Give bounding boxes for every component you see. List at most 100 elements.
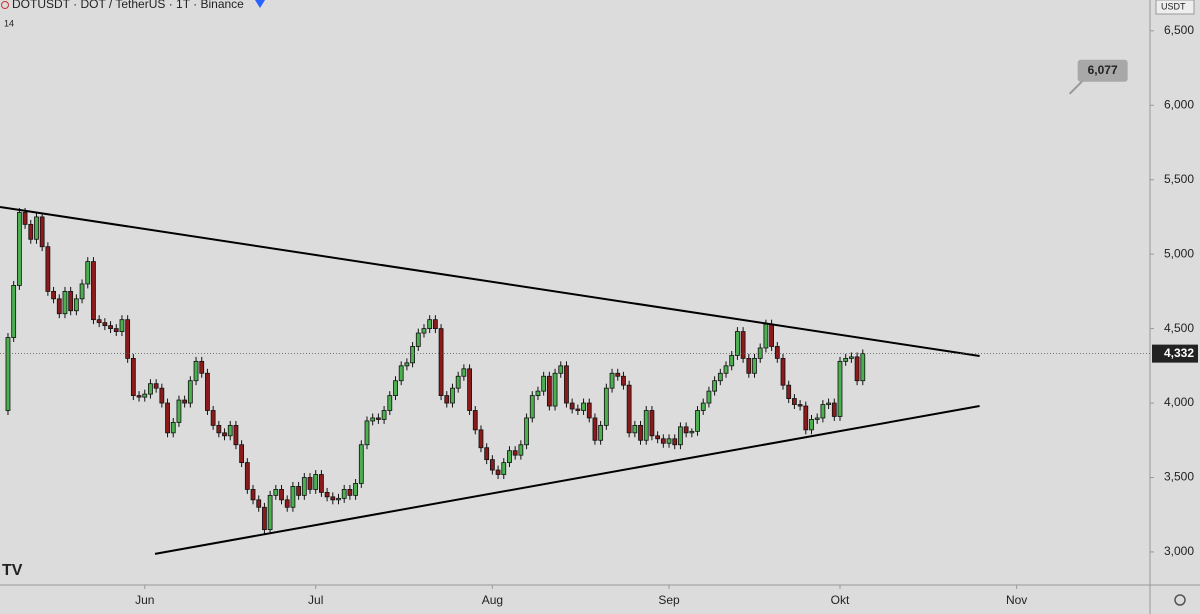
- candle-body: [803, 405, 809, 431]
- candle-body: [495, 469, 501, 475]
- candle-body: [364, 420, 370, 446]
- candle-body: [353, 483, 358, 496]
- candle-body: [603, 387, 609, 426]
- candle-body: [28, 223, 34, 240]
- candle-body: [387, 395, 393, 411]
- candle-body: [108, 325, 113, 330]
- candle-body: [79, 283, 85, 300]
- candle-body: [96, 319, 102, 324]
- candle-body: [68, 290, 74, 312]
- chart-subtitle: 14: [4, 18, 14, 28]
- candle-body: [609, 372, 615, 389]
- candle-body: [324, 491, 330, 498]
- candle-body: [586, 402, 592, 419]
- candle-body: [735, 331, 740, 356]
- candle-body: [381, 410, 387, 420]
- candle-body: [205, 372, 210, 411]
- candle-body: [809, 419, 814, 431]
- candle-body: [210, 410, 216, 426]
- trendline: [0, 205, 980, 357]
- candle-body: [193, 360, 199, 382]
- candle-body: [723, 365, 729, 374]
- candle-body: [301, 477, 307, 496]
- flag-icon[interactable]: [255, 0, 265, 8]
- symbol-icon: [1, 1, 9, 9]
- candle-body: [262, 506, 267, 531]
- candle-body: [632, 424, 638, 434]
- candle-body: [130, 357, 136, 397]
- candle-body: [575, 408, 581, 411]
- candle-body: [85, 261, 91, 285]
- candle-body: [746, 357, 752, 374]
- candle-body: [438, 328, 444, 397]
- candle-body: [558, 365, 564, 374]
- annotation-box: [1077, 59, 1128, 82]
- y-tick-label: 3,000: [1164, 544, 1194, 558]
- candle-body: [427, 319, 433, 330]
- candle-body: [73, 298, 79, 312]
- candle-body: [717, 372, 723, 382]
- candle-body: [170, 422, 176, 434]
- candle-body: [666, 438, 672, 444]
- candle-body: [854, 356, 860, 382]
- candle-body: [336, 497, 341, 501]
- candle-body: [672, 438, 678, 446]
- candle-body: [467, 368, 472, 411]
- candle-body: [313, 474, 319, 490]
- x-tick-label: Sep: [658, 593, 680, 607]
- candle-body: [831, 402, 837, 417]
- candle-body: [489, 459, 495, 471]
- candle-body: [524, 417, 529, 446]
- candle-body: [569, 402, 575, 410]
- candle-body: [512, 450, 518, 456]
- candle-body: [404, 362, 410, 367]
- candle-body: [398, 365, 404, 382]
- candle-body: [39, 216, 45, 248]
- y-tick-label: 5,000: [1164, 246, 1194, 260]
- candle-body: [296, 486, 302, 496]
- candle-body: [592, 417, 598, 441]
- candle-body: [843, 357, 849, 362]
- candle-body: [222, 432, 227, 437]
- candle-body: [455, 375, 461, 389]
- candle-body: [860, 353, 866, 382]
- candle-body: [347, 489, 353, 496]
- candle-body: [410, 346, 415, 364]
- y-tick-label: 4,500: [1164, 321, 1194, 335]
- currency-button[interactable]: [1155, 0, 1195, 15]
- candle-body: [501, 462, 507, 475]
- candle-body: [564, 365, 569, 404]
- candle-body: [216, 424, 222, 434]
- candle-body: [341, 489, 347, 499]
- candle-body: [478, 429, 484, 449]
- candle-body: [826, 402, 831, 405]
- candle-body: [461, 368, 467, 377]
- candle-body: [45, 246, 51, 292]
- candle-body: [740, 331, 746, 359]
- candle-body: [5, 337, 11, 411]
- candle-body: [244, 462, 250, 490]
- candle-body: [712, 380, 718, 392]
- y-tick-label: 4,000: [1164, 395, 1194, 409]
- settings-icon[interactable]: [1174, 594, 1186, 606]
- candle-body: [290, 486, 296, 508]
- candle-body: [678, 426, 683, 446]
- candle-body: [780, 357, 786, 386]
- candle-body: [615, 372, 621, 377]
- candle-body: [655, 435, 661, 440]
- candle-body: [700, 402, 706, 411]
- candle-body: [660, 438, 666, 444]
- x-tick-label: Okt: [831, 593, 850, 607]
- candle-body: [34, 216, 39, 240]
- y-tick-label: 6,000: [1164, 97, 1194, 111]
- candle-body: [330, 496, 336, 501]
- candle-body: [484, 447, 490, 461]
- candle-body: [820, 404, 826, 419]
- last-price-box: [1152, 344, 1198, 363]
- currency-label: USDT: [1161, 1, 1186, 11]
- candle-body: [16, 212, 22, 286]
- candle-body: [142, 393, 148, 398]
- candle-body: [752, 357, 757, 374]
